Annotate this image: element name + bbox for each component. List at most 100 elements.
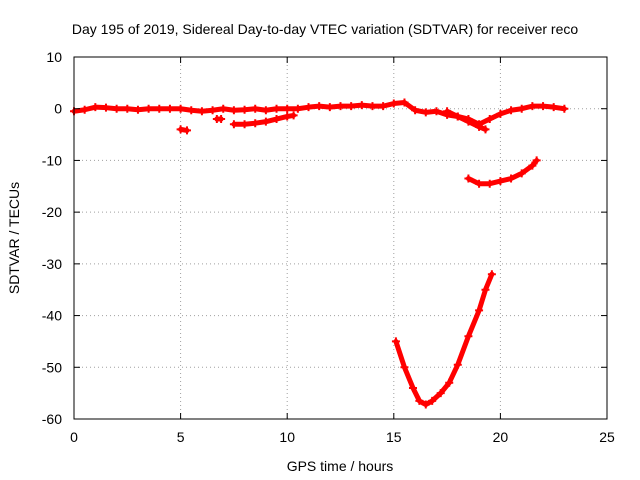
- data-point: [475, 179, 484, 188]
- data-point: [217, 115, 226, 124]
- x-tick-label: 15: [386, 429, 402, 445]
- data-point: [539, 102, 548, 111]
- data-point: [144, 104, 153, 113]
- data-series-7: [391, 270, 496, 409]
- data-point: [187, 106, 196, 115]
- data-point: [272, 115, 281, 124]
- data-point: [408, 383, 417, 392]
- data-point: [240, 120, 249, 129]
- data-point: [549, 103, 558, 112]
- data-point: [517, 104, 526, 113]
- plot-frame: [73, 56, 608, 420]
- y-tick-label: -30: [42, 256, 62, 272]
- y-tick-label: -20: [42, 204, 62, 220]
- data-point: [400, 98, 409, 107]
- data-point: [293, 104, 302, 113]
- y-axis-label: SDTVAR / TECUs: [6, 182, 22, 294]
- data-point: [443, 107, 452, 116]
- y-tick-label: -50: [42, 359, 62, 375]
- data-point: [133, 105, 142, 114]
- data-point: [389, 99, 398, 108]
- data-point: [80, 105, 89, 114]
- data-point: [560, 104, 569, 113]
- data-point: [485, 115, 494, 124]
- data-point: [229, 106, 238, 115]
- data-point: [304, 103, 313, 112]
- data-point: [112, 104, 121, 113]
- data-point: [496, 177, 505, 186]
- data-point: [283, 112, 292, 121]
- data-point: [391, 337, 400, 346]
- data-point: [123, 104, 132, 113]
- data-point: [289, 111, 298, 120]
- data-point: [347, 102, 356, 111]
- data-point: [261, 117, 270, 126]
- data-series-2: [176, 125, 191, 135]
- y-tick-label: 0: [54, 101, 62, 117]
- data-point: [182, 126, 191, 135]
- data-point: [368, 102, 377, 111]
- data-point: [421, 108, 430, 117]
- x-tick-label: 20: [493, 429, 509, 445]
- data-point: [176, 125, 185, 134]
- data-layer: [70, 98, 569, 409]
- data-point: [261, 106, 270, 115]
- data-point: [415, 396, 424, 405]
- x-tick-label: 10: [279, 429, 295, 445]
- data-point: [481, 285, 490, 294]
- data-point: [507, 174, 516, 183]
- data-series-5: [443, 107, 490, 134]
- x-tick-label: 0: [70, 429, 78, 445]
- data-point: [475, 122, 484, 131]
- data-point: [315, 102, 324, 111]
- x-axis-label: GPS time / hours: [287, 458, 394, 474]
- data-point: [283, 104, 292, 113]
- data-point: [229, 120, 238, 129]
- data-point: [532, 156, 541, 165]
- data-point: [272, 104, 281, 113]
- data-point: [208, 106, 217, 115]
- data-point: [464, 332, 473, 341]
- data-point: [436, 389, 445, 398]
- data-point: [507, 106, 516, 115]
- data-point: [251, 119, 260, 128]
- data-point: [487, 270, 496, 279]
- data-point: [528, 102, 537, 111]
- data-point: [101, 103, 110, 112]
- data-point: [411, 106, 420, 115]
- data-point: [91, 103, 100, 112]
- data-point: [325, 103, 334, 112]
- data-series-4: [229, 111, 298, 129]
- data-point: [400, 363, 409, 372]
- data-point: [155, 104, 164, 113]
- data-point: [485, 179, 494, 188]
- data-point: [165, 104, 174, 113]
- data-point: [517, 169, 526, 178]
- data-point: [432, 107, 441, 116]
- y-tick-label: -10: [42, 152, 62, 168]
- data-point: [428, 396, 437, 405]
- data-point: [379, 102, 388, 111]
- data-point: [421, 400, 430, 409]
- data-point: [464, 174, 473, 183]
- y-tick-label: -60: [42, 411, 62, 427]
- data-point: [464, 117, 473, 126]
- data-point: [197, 107, 206, 116]
- data-series-6: [464, 156, 541, 188]
- data-point: [176, 104, 185, 113]
- data-point: [445, 378, 454, 387]
- data-point: [475, 306, 484, 315]
- data-point: [240, 105, 249, 114]
- data-series-3: [212, 115, 226, 124]
- x-tick-label: 5: [177, 429, 185, 445]
- y-tick-label: -40: [42, 308, 62, 324]
- data-point: [357, 101, 366, 110]
- data-point: [528, 161, 537, 170]
- data-point: [336, 102, 345, 111]
- data-point: [219, 104, 228, 113]
- data-point: [453, 360, 462, 369]
- data-point: [481, 125, 490, 134]
- x-tick-label: 25: [599, 429, 615, 445]
